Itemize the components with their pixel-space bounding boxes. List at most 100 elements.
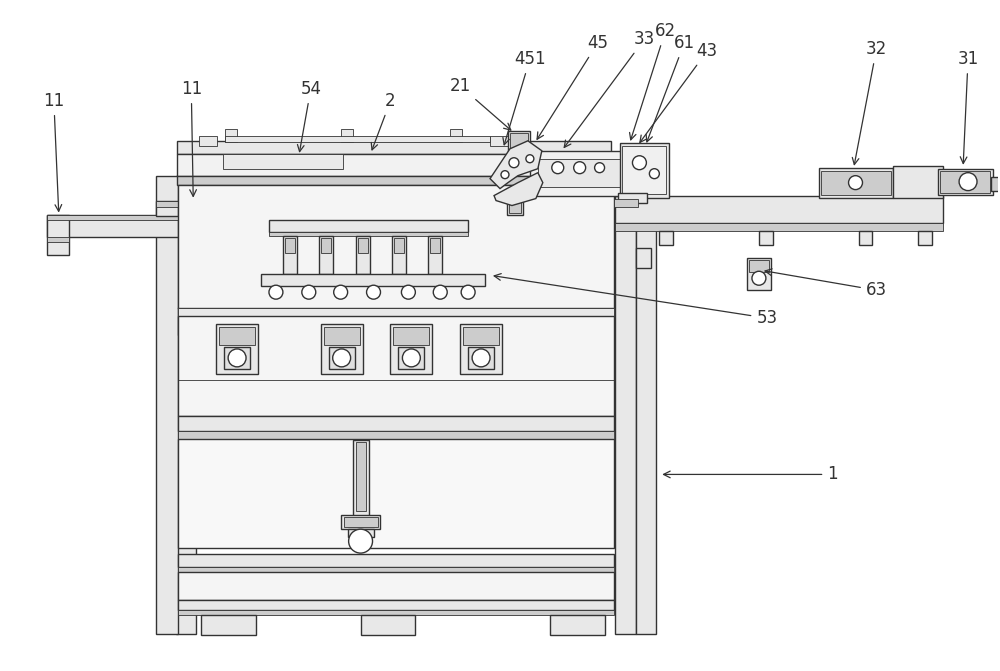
Bar bbox=[507, 199, 523, 215]
Polygon shape bbox=[494, 172, 543, 205]
Bar bbox=[341, 129, 353, 142]
Bar bbox=[615, 176, 636, 634]
Bar bbox=[178, 308, 614, 316]
Circle shape bbox=[302, 285, 316, 299]
Text: 11: 11 bbox=[43, 92, 64, 211]
Bar bbox=[283, 236, 297, 274]
Bar bbox=[177, 141, 611, 154]
Bar bbox=[490, 136, 508, 146]
Text: 45: 45 bbox=[537, 34, 608, 140]
Bar bbox=[398, 347, 424, 369]
Bar bbox=[530, 151, 629, 195]
Bar bbox=[468, 347, 494, 369]
Bar bbox=[918, 231, 932, 246]
Bar bbox=[178, 600, 614, 610]
Bar bbox=[622, 146, 666, 194]
Bar bbox=[177, 154, 611, 176]
Circle shape bbox=[367, 285, 380, 299]
Text: 32: 32 bbox=[852, 40, 887, 164]
Text: 31: 31 bbox=[957, 50, 979, 164]
Bar bbox=[428, 236, 442, 274]
Circle shape bbox=[472, 349, 490, 367]
Text: 33: 33 bbox=[564, 30, 655, 148]
Bar bbox=[156, 176, 178, 634]
Bar bbox=[341, 515, 380, 529]
Polygon shape bbox=[490, 141, 542, 189]
Circle shape bbox=[595, 163, 605, 172]
Text: 54: 54 bbox=[297, 80, 321, 152]
Bar bbox=[225, 136, 490, 142]
Circle shape bbox=[849, 176, 862, 190]
Bar bbox=[450, 129, 462, 142]
Bar bbox=[759, 231, 773, 246]
Circle shape bbox=[402, 349, 420, 367]
Bar bbox=[747, 258, 771, 290]
Circle shape bbox=[401, 285, 415, 299]
Bar bbox=[47, 238, 69, 242]
Circle shape bbox=[574, 162, 586, 174]
Text: 1: 1 bbox=[664, 466, 838, 483]
Text: 62: 62 bbox=[630, 22, 676, 140]
Bar bbox=[991, 176, 1000, 191]
Bar bbox=[356, 442, 366, 511]
Bar bbox=[348, 529, 374, 537]
Bar bbox=[550, 615, 605, 635]
Circle shape bbox=[433, 285, 447, 299]
Bar bbox=[321, 238, 331, 254]
Bar bbox=[509, 201, 521, 213]
Circle shape bbox=[526, 155, 534, 163]
Bar bbox=[356, 236, 370, 274]
Text: 2: 2 bbox=[371, 92, 396, 150]
Bar bbox=[361, 615, 415, 635]
Bar bbox=[199, 136, 217, 146]
Circle shape bbox=[552, 162, 564, 174]
Bar bbox=[223, 154, 343, 168]
Bar bbox=[329, 347, 355, 369]
Bar bbox=[893, 166, 943, 197]
Bar bbox=[269, 221, 468, 232]
Bar bbox=[636, 176, 656, 634]
Bar bbox=[390, 324, 432, 374]
Bar bbox=[216, 324, 258, 374]
Bar bbox=[285, 238, 295, 254]
Bar bbox=[177, 176, 611, 185]
Bar bbox=[538, 159, 625, 187]
Bar bbox=[615, 223, 943, 231]
Bar bbox=[269, 232, 468, 236]
Bar bbox=[225, 129, 237, 142]
Circle shape bbox=[349, 529, 373, 553]
Circle shape bbox=[333, 349, 351, 367]
Text: 63: 63 bbox=[765, 269, 887, 299]
Bar bbox=[321, 324, 363, 374]
Circle shape bbox=[649, 168, 659, 178]
Text: 11: 11 bbox=[181, 80, 202, 197]
Bar bbox=[178, 567, 614, 572]
Text: 43: 43 bbox=[640, 42, 718, 142]
Circle shape bbox=[509, 158, 519, 168]
Bar bbox=[224, 347, 250, 369]
Bar bbox=[319, 236, 333, 274]
Bar bbox=[463, 327, 499, 345]
Bar bbox=[344, 517, 378, 527]
Bar bbox=[47, 215, 178, 238]
Bar bbox=[460, 324, 502, 374]
Bar bbox=[358, 238, 368, 254]
Bar bbox=[219, 327, 255, 345]
Bar bbox=[156, 201, 178, 207]
Bar bbox=[324, 327, 360, 345]
Bar bbox=[156, 201, 178, 217]
Circle shape bbox=[632, 156, 646, 170]
Bar bbox=[749, 260, 769, 272]
Bar bbox=[353, 440, 369, 519]
Circle shape bbox=[461, 285, 475, 299]
Text: 451: 451 bbox=[503, 50, 546, 145]
Bar bbox=[394, 238, 404, 254]
Bar bbox=[859, 231, 872, 246]
Bar bbox=[636, 248, 651, 268]
Bar bbox=[392, 236, 406, 274]
Bar bbox=[178, 431, 614, 439]
Circle shape bbox=[501, 170, 509, 178]
Bar bbox=[659, 231, 673, 246]
Bar bbox=[618, 193, 647, 203]
Bar bbox=[261, 274, 485, 287]
